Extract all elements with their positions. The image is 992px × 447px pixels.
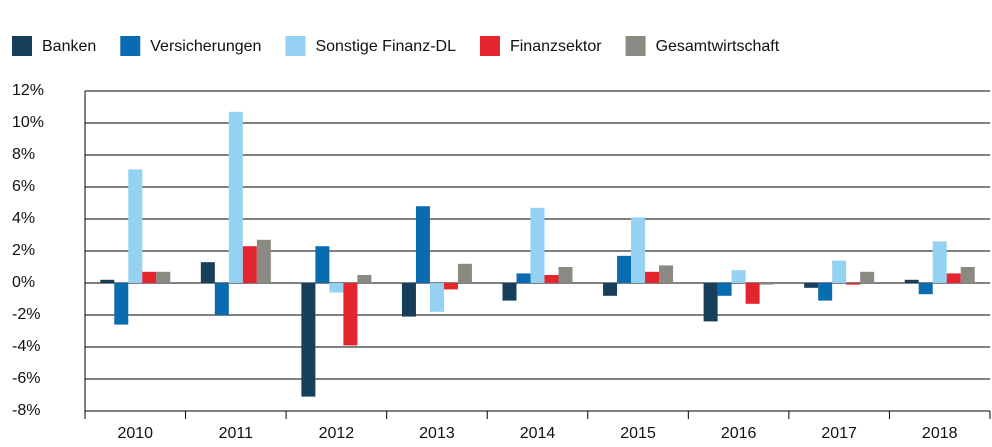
bar: [846, 283, 861, 285]
bar: [544, 275, 559, 283]
bar: [228, 111, 243, 283]
bar: [315, 246, 330, 283]
y-tick-label: 0%: [12, 274, 35, 291]
y-tick-label: -2%: [12, 306, 40, 323]
bar: [759, 283, 774, 285]
y-tick-label: 12%: [12, 82, 44, 99]
x-tick-label: 2011: [219, 425, 254, 442]
bar: [357, 275, 372, 283]
bar: [659, 265, 674, 283]
bar: [401, 283, 416, 317]
bar: [301, 283, 316, 397]
bar: [904, 279, 919, 283]
bar: [343, 283, 358, 346]
bar: [946, 273, 961, 283]
bar: [631, 217, 646, 283]
y-tick-label: -4%: [12, 338, 40, 355]
x-tick-label: 2014: [520, 425, 556, 442]
bar: [717, 283, 732, 296]
bar: [100, 279, 115, 283]
x-tick-label: 2017: [821, 425, 857, 442]
bar: [703, 283, 718, 322]
y-tick-label: 6%: [12, 178, 35, 195]
legend-label: Banken: [42, 38, 96, 55]
bar: [832, 260, 847, 283]
bar: [918, 283, 933, 295]
bar: [415, 206, 430, 283]
bar: [603, 283, 618, 296]
y-tick-label: -6%: [12, 370, 40, 387]
bar: [860, 271, 875, 283]
y-tick-label: 8%: [12, 146, 35, 163]
y-tick-label: -8%: [12, 402, 40, 419]
bar: [114, 283, 129, 325]
legend-label: Sonstige Finanz-DL: [315, 38, 456, 55]
y-tick-label: 2%: [12, 242, 35, 259]
bar: [804, 283, 819, 288]
bar: [818, 283, 833, 301]
x-tick-label: 2016: [721, 425, 757, 442]
bar: [745, 283, 760, 304]
bar: [256, 239, 271, 283]
bar: [156, 271, 171, 283]
y-tick-label: 4%: [12, 210, 35, 227]
bar: [457, 263, 472, 283]
legend-label: Gesamtwirtschaft: [656, 38, 780, 55]
bar: [214, 283, 229, 315]
legend-swatch: [120, 36, 141, 56]
bar: [516, 273, 531, 283]
x-tick-label: 2010: [117, 425, 153, 442]
legend-swatch: [12, 36, 32, 56]
y-tick-label: 10%: [12, 114, 44, 131]
bar: [960, 267, 975, 283]
legend-swatch: [479, 36, 500, 56]
legend-label: Finanzsektor: [510, 38, 602, 55]
bar: [242, 246, 257, 283]
bar: [932, 241, 947, 283]
bar: [502, 283, 517, 301]
bar: [617, 255, 632, 283]
x-tick-label: 2018: [922, 425, 958, 442]
legend-swatch: [285, 36, 306, 56]
bar: [142, 271, 157, 283]
x-tick-label: 2015: [620, 425, 656, 442]
bar: [731, 270, 746, 283]
legend-label: Versicherungen: [150, 38, 261, 55]
x-tick-label: 2013: [419, 425, 455, 442]
bar: [530, 207, 545, 283]
x-tick-label: 2012: [319, 425, 355, 442]
bar: [443, 283, 458, 290]
bar: [645, 271, 660, 283]
legend-swatch: [625, 36, 646, 56]
bar: [128, 169, 143, 283]
bar: [429, 283, 444, 312]
bar: [558, 267, 573, 283]
bar: [329, 283, 344, 293]
bar: [200, 262, 215, 283]
